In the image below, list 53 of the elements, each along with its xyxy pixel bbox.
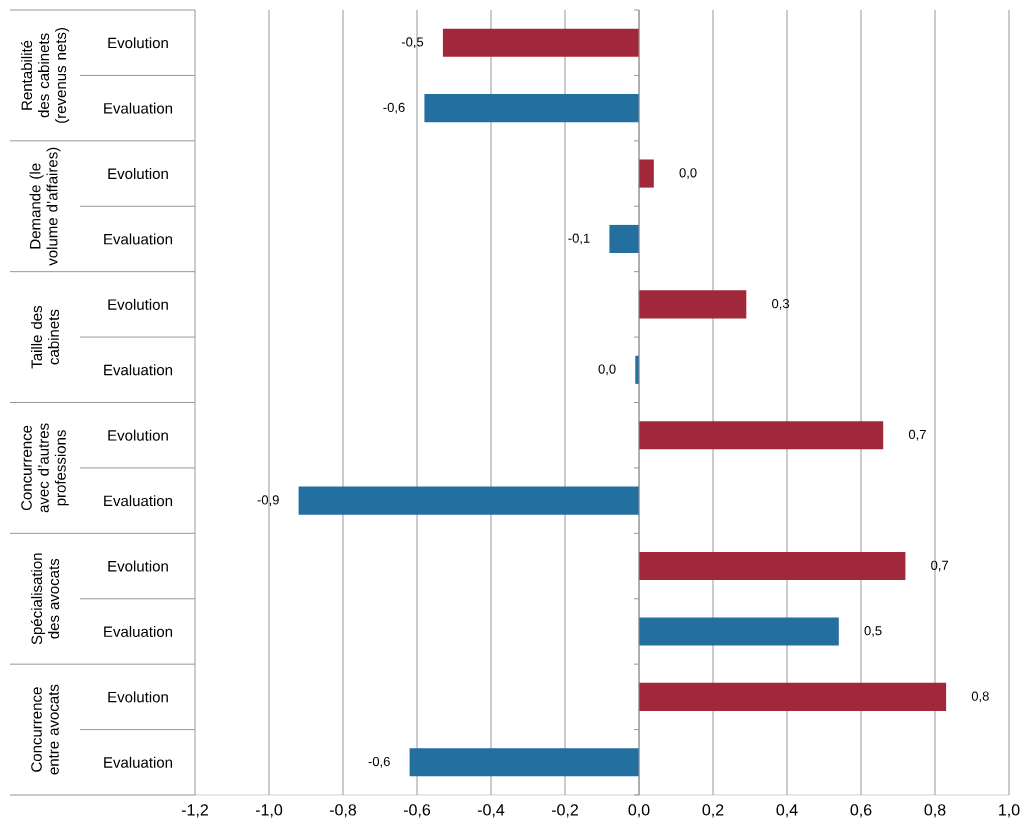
- bar: [639, 617, 839, 646]
- y-tick-label: Evaluation: [104, 233, 173, 245]
- bar: [442, 28, 640, 57]
- y-tick-label: Evaluation: [104, 495, 173, 507]
- bar: [639, 551, 906, 581]
- y-tick-label: Evolution: [108, 37, 168, 49]
- data-label: 0,0: [598, 364, 616, 376]
- bar: [298, 486, 640, 515]
- x-tick-label: -1,2: [181, 804, 208, 818]
- x-tick-label: 0,2: [702, 804, 724, 818]
- x-tick-label: -0,8: [329, 804, 357, 818]
- y-tick-label: Evaluation: [104, 364, 173, 376]
- data-label: -0,1: [568, 233, 590, 245]
- x-tick-label: 0,0: [628, 804, 650, 818]
- text: Concurrence avec d’autres professions: [21, 423, 69, 513]
- data-label: 0,5: [864, 626, 882, 637]
- bar: [639, 290, 747, 319]
- x-tick-label: 0,6: [850, 804, 872, 818]
- data-label: 0,7: [908, 429, 926, 441]
- x-tick-label: 1,0: [999, 804, 1020, 818]
- text: Concurrence entre avocats: [31, 684, 59, 775]
- data-label: 0,0: [679, 168, 697, 179]
- x-tick-label: 0,8: [924, 804, 946, 818]
- text: Demande (le volume d’affaires): [29, 147, 61, 266]
- bar: [409, 748, 640, 777]
- y-tick-label: Evaluation: [104, 102, 173, 114]
- x-tick-label: -1,0: [255, 804, 283, 818]
- y-tick-label: Evolution: [108, 691, 168, 703]
- y-tick-label: Evolution: [108, 168, 168, 180]
- bar: [639, 159, 654, 188]
- y-tick-label: Evolution: [108, 429, 168, 441]
- bar: [424, 94, 640, 123]
- bar: [639, 421, 884, 450]
- x-tick-label: -0,2: [551, 804, 578, 818]
- data-label: 0,7: [931, 560, 949, 572]
- data-label: 0,8: [971, 691, 989, 703]
- data-label: 0,3: [772, 299, 790, 310]
- data-label: -0,5: [401, 37, 424, 49]
- y-tick-label: Evaluation: [104, 756, 173, 768]
- x-tick-label: -0,6: [403, 804, 431, 818]
- x-tick-label: 0,4: [776, 804, 798, 818]
- data-label: -0,6: [368, 756, 390, 768]
- y-tick-label: Evolution: [108, 560, 168, 572]
- x-tick-label: -0,4: [477, 804, 505, 818]
- data-label: -0,6: [383, 102, 405, 114]
- text: Taille des cabinets: [30, 305, 59, 369]
- data-label: -0,9: [257, 495, 279, 506]
- bar: [639, 682, 947, 711]
- bar: [609, 224, 640, 254]
- text: Spécialisation des avocats: [30, 553, 60, 645]
- y-tick-label: Evolution: [108, 298, 168, 310]
- text: Rentabilité des cabinets (revenus nets): [20, 28, 70, 123]
- y-tick-label: Evaluation: [104, 625, 173, 637]
